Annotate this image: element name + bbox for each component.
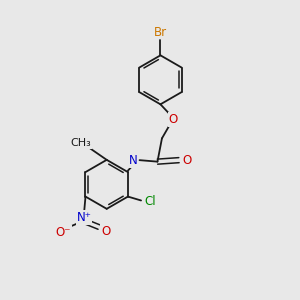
Text: O: O bbox=[169, 113, 178, 126]
Text: H: H bbox=[128, 155, 136, 165]
Text: N: N bbox=[129, 154, 137, 167]
Text: O: O bbox=[101, 225, 110, 238]
Text: O⁻: O⁻ bbox=[55, 226, 71, 238]
Text: N⁺: N⁺ bbox=[76, 211, 92, 224]
Text: Br: Br bbox=[154, 26, 167, 38]
Text: O: O bbox=[183, 154, 192, 167]
Text: CH₃: CH₃ bbox=[70, 138, 91, 148]
Text: Cl: Cl bbox=[144, 196, 156, 208]
